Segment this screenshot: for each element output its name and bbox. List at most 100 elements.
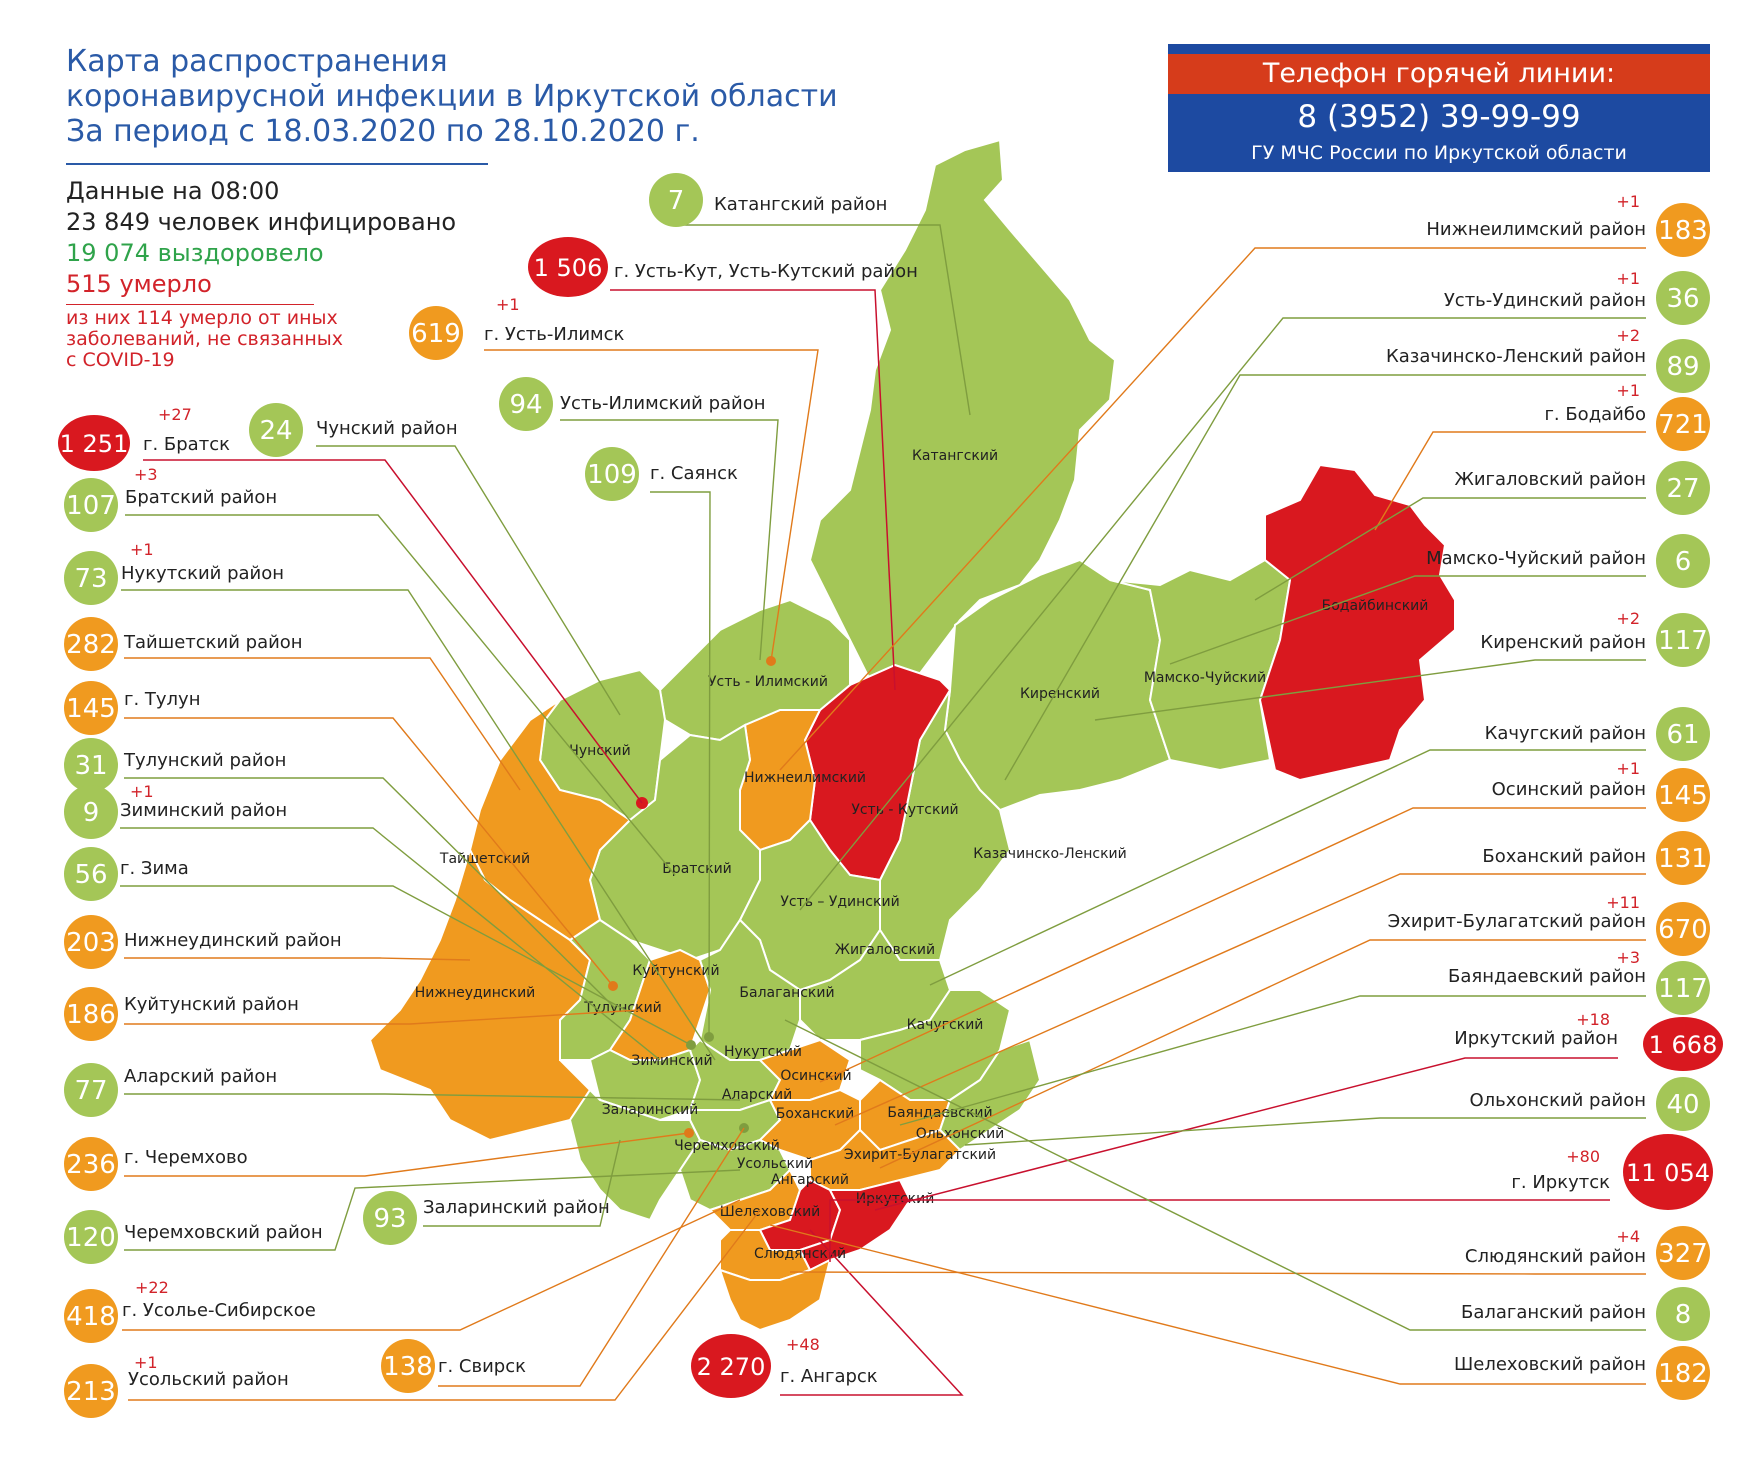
leader-line-ust-ilimsky — [560, 419, 779, 661]
count-value-nizhneudinsky: 203 — [66, 928, 116, 958]
count-bubble-bratsky — [64, 478, 118, 532]
map-label-kuytunsky: Куйтунский — [632, 963, 719, 979]
district-label-slyudyansky: Слюдянский район — [1465, 1246, 1646, 1267]
map-label-cheremkhovsky: Черемховский — [674, 1138, 780, 1154]
count-bubble-bodaibo — [1656, 397, 1710, 451]
leader-line-usolsky — [128, 1209, 761, 1401]
district-label-zhigalovsky: Жигаловский район — [1454, 469, 1646, 490]
hotline-org: ГУ МЧС России по Иркутской области — [1251, 142, 1627, 164]
region-slyudyansky — [718, 1258, 832, 1332]
delta-bratsky: +3 — [134, 465, 158, 484]
count-value-zhigalovsky: 27 — [1666, 474, 1699, 504]
map-label-ust-udinsky: Усть – Удинский — [780, 894, 899, 910]
delta-nukutsky: +1 — [130, 540, 154, 559]
map-label-slyudyansky: Слюдянский — [754, 1246, 846, 1262]
leader-line-zhigalovsky — [1254, 497, 1646, 601]
count-bubble-olkhonsky — [1656, 1077, 1710, 1131]
count-value-ust-ilimsk: 619 — [411, 319, 461, 349]
count-bubble-alarsky — [64, 1063, 118, 1117]
map-label-balagansky: Балаганский — [739, 985, 834, 1001]
map-title: Карта распространения коронавирусной инф… — [66, 44, 838, 149]
district-label-balagansky: Балаганский район — [1461, 1302, 1646, 1323]
leader-line-kachugsky — [929, 749, 1646, 986]
count-value-bayandaevsky: 117 — [1658, 974, 1708, 1004]
district-label-tulunsky: Тулунский район — [123, 750, 286, 771]
footnote-line-1: из них 114 умерло от иных — [66, 307, 338, 329]
count-bubble-ust-kut — [528, 237, 608, 297]
leader-line-katanga — [676, 224, 971, 416]
map-label-taishetsky: Тайшетский — [439, 851, 530, 867]
count-bubble-nizhneilimsky — [1656, 203, 1710, 257]
district-label-cheremkhovsky: Черемховский район — [124, 1222, 323, 1243]
map-label-ust-kutsky: Усть - Кутский — [851, 802, 958, 818]
count-bubble-taishetsky — [64, 617, 118, 671]
district-label-sayansk: г. Саянск — [650, 463, 738, 484]
leader-line-alarsky — [124, 1093, 741, 1101]
leader-line-balagansky — [784, 1019, 1646, 1331]
count-bubble-bokhansky — [1656, 831, 1710, 885]
leader-line-nizhneudinsky — [124, 957, 471, 961]
leader-line-cheremkhovsky — [124, 1169, 741, 1251]
count-bubble-usolsky — [64, 1364, 118, 1418]
delta-irkutsk: +80 — [1566, 1147, 1600, 1166]
infected-total: 23 849 человек инфицировано — [66, 208, 457, 236]
count-bubble-nizhneudinsky — [64, 915, 118, 969]
hotline-phone: 8 (3952) 39-99-99 — [1297, 99, 1581, 135]
count-value-bratsk: 1 251 — [60, 430, 129, 458]
count-value-angarsk: 2 270 — [697, 1353, 766, 1381]
count-value-bodaibo: 721 — [1658, 410, 1708, 440]
leader-line-ust-kut — [610, 289, 896, 691]
leader-line-usolye — [122, 1199, 741, 1331]
leader-line-bodaibo — [1374, 431, 1646, 531]
delta-nizhneilimsky: +1 — [1616, 192, 1640, 211]
delta-usolye: +22 — [135, 1278, 169, 1297]
district-label-tulun: г. Тулун — [124, 689, 200, 710]
map-label-bratsky: Братский — [662, 861, 732, 877]
count-value-kuytunsky: 186 — [66, 1000, 116, 1030]
count-value-irkutsky: 1 668 — [1649, 1031, 1718, 1059]
leader-line-nukutsky — [121, 589, 716, 1061]
district-label-shelekhovsky: Шелеховский район — [1454, 1354, 1646, 1375]
delta-ust-ilimsk: +1 — [496, 295, 520, 314]
map-label-nizhneudinsky: Нижнеудинский — [415, 985, 536, 1001]
count-value-tulunsky: 31 — [74, 751, 107, 781]
map-label-bayandaevsky: Баяндаевский — [887, 1105, 992, 1121]
title-line-1: Карта распространения — [66, 44, 448, 79]
map-label-katangsky: Катангский — [912, 448, 998, 464]
count-value-ekhirit: 670 — [1658, 915, 1708, 945]
hotline-box: Телефон горячей линии: 8 (3952) 39-99-99… — [1168, 44, 1710, 172]
leader-line-bayandaevsky — [899, 995, 1646, 1126]
district-label-irkutsky: Иркутский район — [1454, 1028, 1618, 1049]
district-label-zima: г. Зима — [120, 858, 189, 879]
district-label-nukutsky: Нукутский район — [121, 563, 284, 584]
count-value-balagansky: 8 — [1675, 1300, 1692, 1330]
count-bubble-balagansky — [1656, 1287, 1710, 1341]
count-bubble-shelekhovsky — [1656, 1346, 1710, 1400]
map-label-nizhneilimsky: Нижнеилимский — [744, 770, 866, 786]
district-label-bokhansky: Боханский район — [1482, 846, 1646, 867]
count-bubble-usolye — [64, 1289, 118, 1343]
district-label-svirsk: г. Свирск — [438, 1356, 526, 1377]
delta-bratsk: +27 — [158, 405, 192, 424]
count-value-olkhonsky: 40 — [1666, 1090, 1699, 1120]
leader-line-ziminsky — [120, 827, 661, 1061]
count-bubble-tulun — [64, 681, 118, 735]
count-value-kazachinsko: 89 — [1666, 352, 1699, 382]
district-label-ekhirit: Эхирит-Булагатский район — [1388, 911, 1646, 932]
leader-line-ekhirit — [879, 939, 1646, 1169]
leader-line-zima — [120, 885, 692, 1046]
district-label-nizhneilimsky: Нижнеилимский район — [1426, 219, 1646, 240]
map-regions — [368, 138, 1456, 1332]
map-label-bodaibinsky: Бодайбинский — [1322, 598, 1429, 614]
leader-line-slyudyansky — [789, 1271, 1646, 1275]
district-label-osinsky: Осинский район — [1492, 779, 1646, 800]
leader-line-zalarinsky — [423, 1139, 621, 1227]
district-callouts: 7 Катангский район 1 506 г. Усть-Кут, Усть-… — [58, 173, 1723, 1418]
district-label-usolye: г. Усолье-Сибирское — [122, 1300, 316, 1321]
title-line-3: За период с 18.03.2020 по 28.10.2020 г. — [66, 114, 700, 149]
district-label-chunsky: Чунский район — [316, 418, 458, 439]
count-bubble-zalarinsky — [363, 1191, 417, 1245]
leader-line-ust-udinsky — [799, 317, 1646, 911]
delta-bodaibo: +1 — [1616, 381, 1640, 400]
count-bubble-mamsko — [1656, 534, 1710, 588]
